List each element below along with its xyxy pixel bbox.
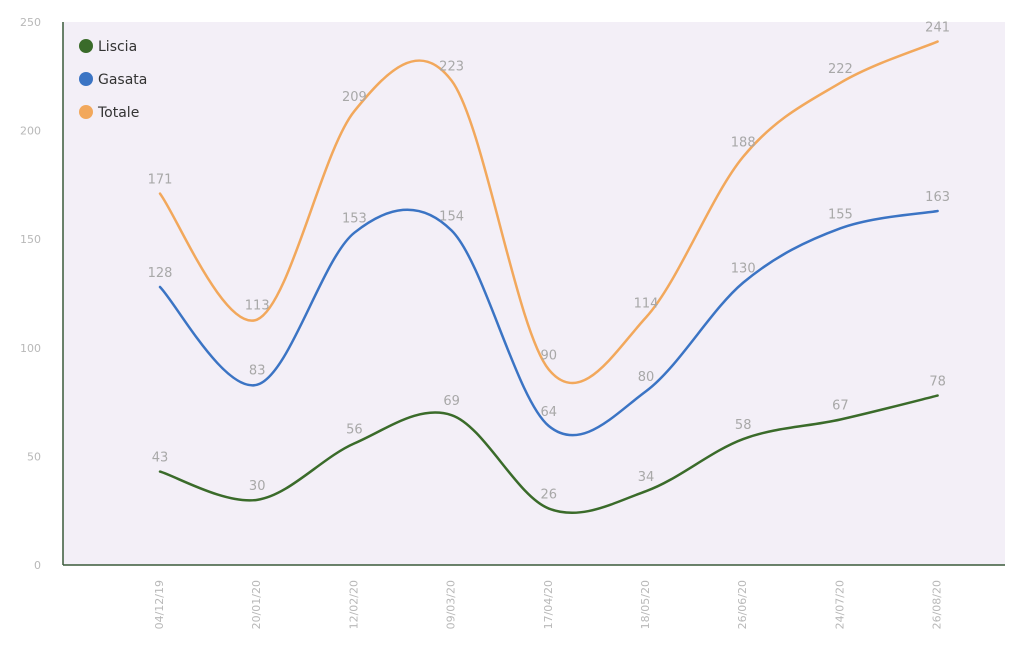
- series-line-liscia: [158, 394, 939, 514]
- plot-background: [63, 22, 1005, 565]
- data-label-gasata: 130: [731, 262, 756, 277]
- data-label-liscia: 78: [929, 375, 946, 390]
- x-tick-label: 04/12/19: [153, 580, 166, 629]
- series-line-totale: [158, 40, 939, 385]
- data-label-gasata: 155: [828, 207, 853, 222]
- series-line-gasata: [158, 208, 939, 437]
- x-tick-label: 17/04/20: [542, 580, 555, 629]
- x-tick-label: 26/06/20: [736, 580, 749, 629]
- data-label-gasata: 163: [925, 190, 950, 205]
- y-tick-label: 0: [34, 559, 41, 572]
- y-tick-label: 200: [20, 125, 41, 138]
- x-tick-label: 20/01/20: [250, 580, 263, 629]
- data-label-gasata: 64: [541, 405, 558, 420]
- y-tick-label: 50: [27, 450, 41, 463]
- data-label-totale: 222: [828, 62, 853, 77]
- legend-marker-gasata: [79, 72, 93, 86]
- legend-label-liscia: Liscia: [98, 39, 137, 55]
- x-tick-label: 24/07/20: [833, 580, 846, 629]
- x-tick-label: 12/02/20: [347, 580, 360, 629]
- x-tick-label: 18/05/20: [639, 580, 652, 629]
- data-label-totale: 113: [245, 299, 270, 314]
- legend-marker-totale: [79, 105, 93, 119]
- x-tick-labels: 04/12/19 20/01/20 12/02/20 09/03/20 17/04/20…: [153, 580, 944, 629]
- legend-marker-liscia: [79, 39, 93, 53]
- data-label-gasata: 153: [342, 212, 367, 227]
- x-tick-label: 26/08/20: [931, 580, 944, 629]
- data-label-gasata: 83: [249, 364, 266, 379]
- data-label-totale: 188: [731, 136, 756, 151]
- y-tick-label: 250: [20, 16, 41, 29]
- data-label-liscia: 56: [346, 422, 363, 437]
- data-label-liscia: 67: [832, 398, 849, 413]
- legend: Liscia Gasata Totale: [79, 39, 147, 121]
- data-label-totale: 223: [439, 60, 464, 75]
- y-tick-label: 150: [20, 233, 41, 246]
- data-label-liscia: 30: [249, 479, 266, 494]
- series-layer: [158, 40, 939, 514]
- legend-label-gasata: Gasata: [98, 72, 147, 88]
- data-label-gasata: 154: [439, 210, 464, 225]
- data-label-liscia: 34: [638, 470, 655, 485]
- data-label-gasata: 80: [638, 370, 655, 385]
- data-label-totale: 209: [342, 90, 367, 105]
- y-tick-labels: 0 50 100 150 200 250: [20, 16, 41, 572]
- data-label-totale: 90: [541, 349, 558, 364]
- data-label-totale: 241: [925, 21, 950, 36]
- legend-label-totale: Totale: [97, 105, 139, 121]
- y-tick-label: 100: [20, 342, 41, 355]
- data-labels: 43 30 56 69 26 34 58 67 78 128 83 153 154 64 80 130 155 1…: [148, 21, 950, 503]
- data-label-totale: 171: [148, 173, 173, 188]
- data-label-gasata: 128: [148, 266, 173, 281]
- x-tick-label: 09/03/20: [445, 580, 458, 629]
- data-label-liscia: 43: [152, 451, 169, 466]
- data-label-liscia: 69: [443, 394, 460, 409]
- data-label-liscia: 58: [735, 418, 752, 433]
- data-label-liscia: 26: [541, 488, 558, 503]
- data-label-totale: 114: [634, 296, 659, 311]
